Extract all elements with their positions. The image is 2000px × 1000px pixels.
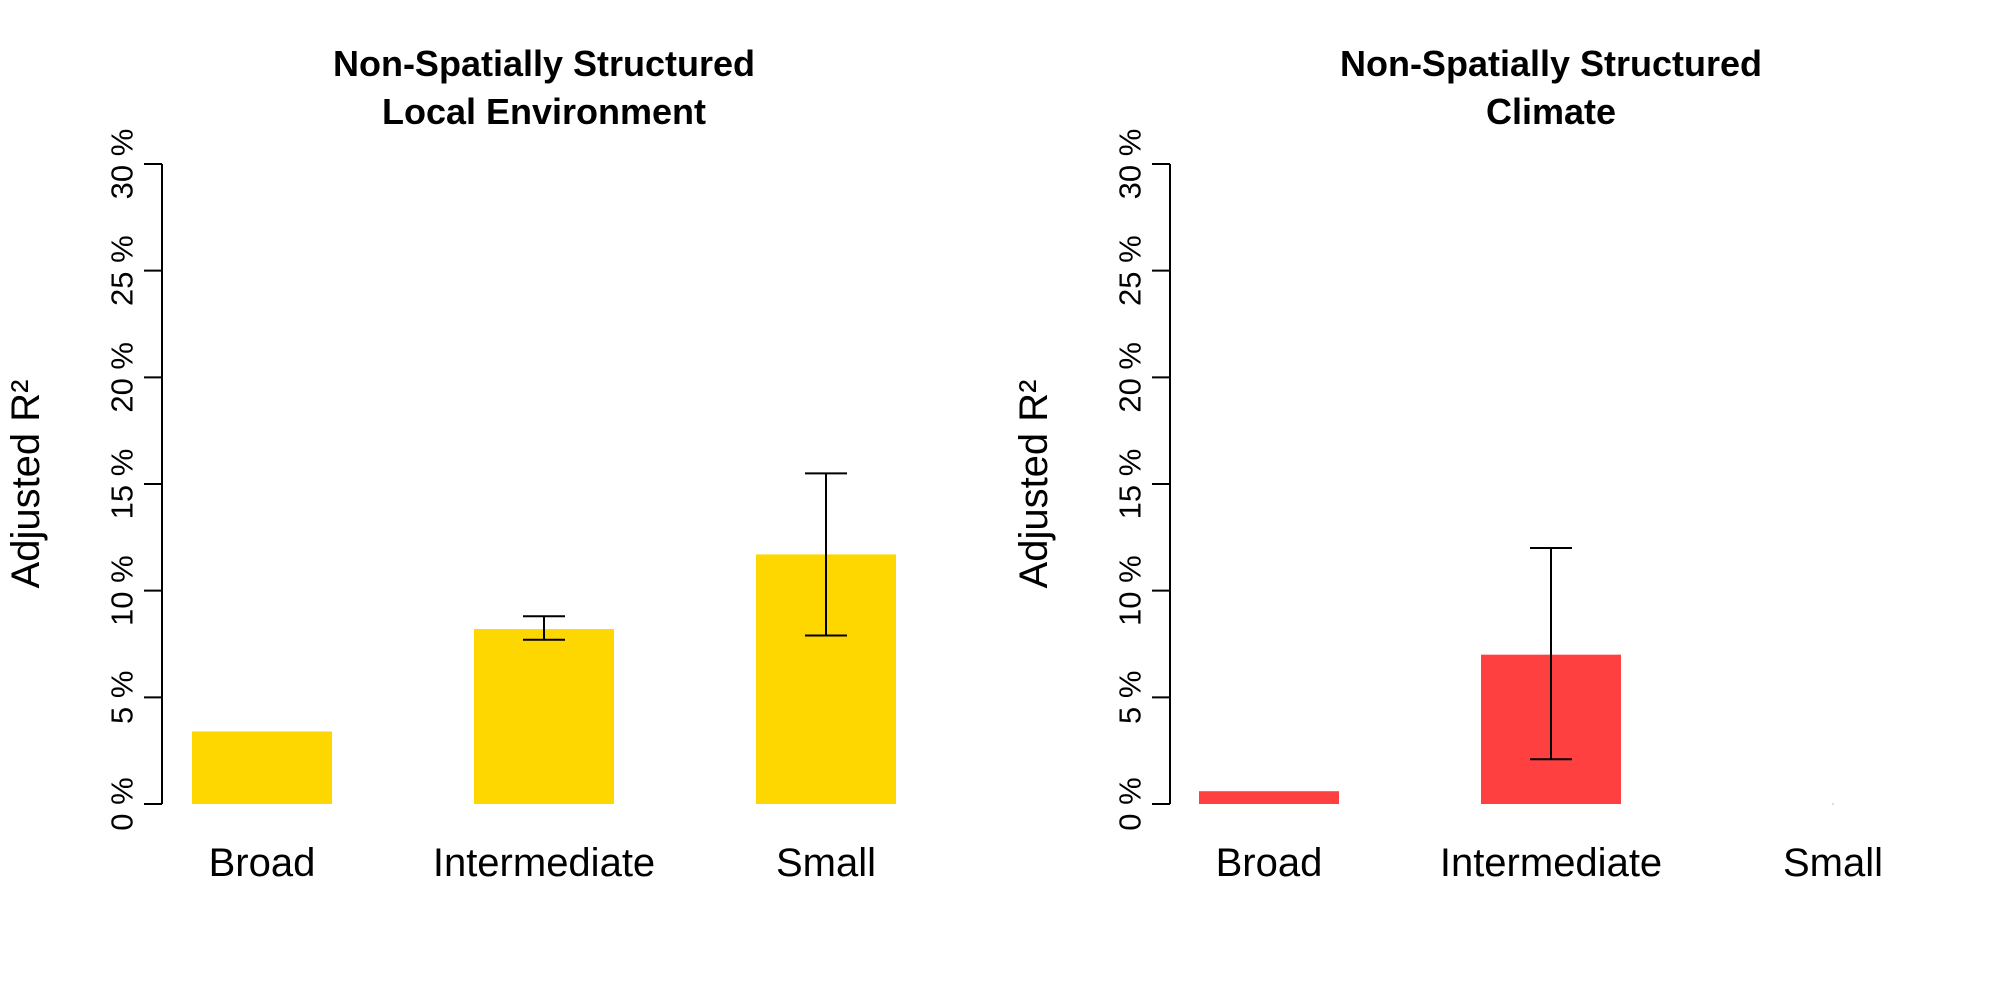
y-tick-label: 0 % — [1113, 777, 1148, 830]
bar-broad — [1199, 791, 1339, 804]
y-tick-label: 15 % — [1113, 449, 1148, 520]
y-tick-label: 10 % — [1113, 555, 1148, 626]
y-tick-label: 20 % — [105, 342, 140, 413]
category-label-broad: Broad — [1216, 841, 1323, 885]
y-tick-label: 15 % — [105, 449, 140, 520]
y-tick-label: 10 % — [105, 555, 140, 626]
category-label-small: Small — [776, 841, 876, 885]
y-tick-label: 25 % — [105, 235, 140, 306]
panel-climate: Non-Spatially Structured Climate Adjusted … — [1012, 43, 1883, 885]
chart-title: Non-Spatially Structured Local Environmen… — [333, 43, 755, 132]
chart-title-line: Non-Spatially Structured — [333, 43, 755, 84]
bar-broad — [192, 731, 332, 804]
chart-title-line: Local Environment — [382, 91, 706, 132]
category-label-intermediate: Intermediate — [433, 841, 655, 885]
y-axis-label: Adjusted R² — [1012, 380, 1056, 589]
panel-local-environment: Non-Spatially Structured Local Environmen… — [4, 43, 896, 885]
y-tick-label: 5 % — [1113, 671, 1148, 724]
y-axis-label: Adjusted R² — [4, 380, 48, 589]
y-tick-label: 30 % — [105, 129, 140, 200]
category-label-broad: Broad — [209, 841, 316, 885]
y-tick-label: 30 % — [1113, 129, 1148, 200]
chart-title: Non-Spatially Structured Climate — [1340, 43, 1762, 132]
y-tick-label: 0 % — [105, 777, 140, 830]
y-tick-label: 5 % — [105, 671, 140, 724]
chart-title-line: Non-Spatially Structured — [1340, 43, 1762, 84]
y-tick-label: 20 % — [1113, 342, 1148, 413]
bar-intermediate — [474, 629, 614, 804]
chart-title-line: Climate — [1486, 91, 1616, 132]
y-tick-label: 25 % — [1113, 235, 1148, 306]
category-label-small: Small — [1783, 841, 1883, 885]
category-label-intermediate: Intermediate — [1440, 841, 1662, 885]
